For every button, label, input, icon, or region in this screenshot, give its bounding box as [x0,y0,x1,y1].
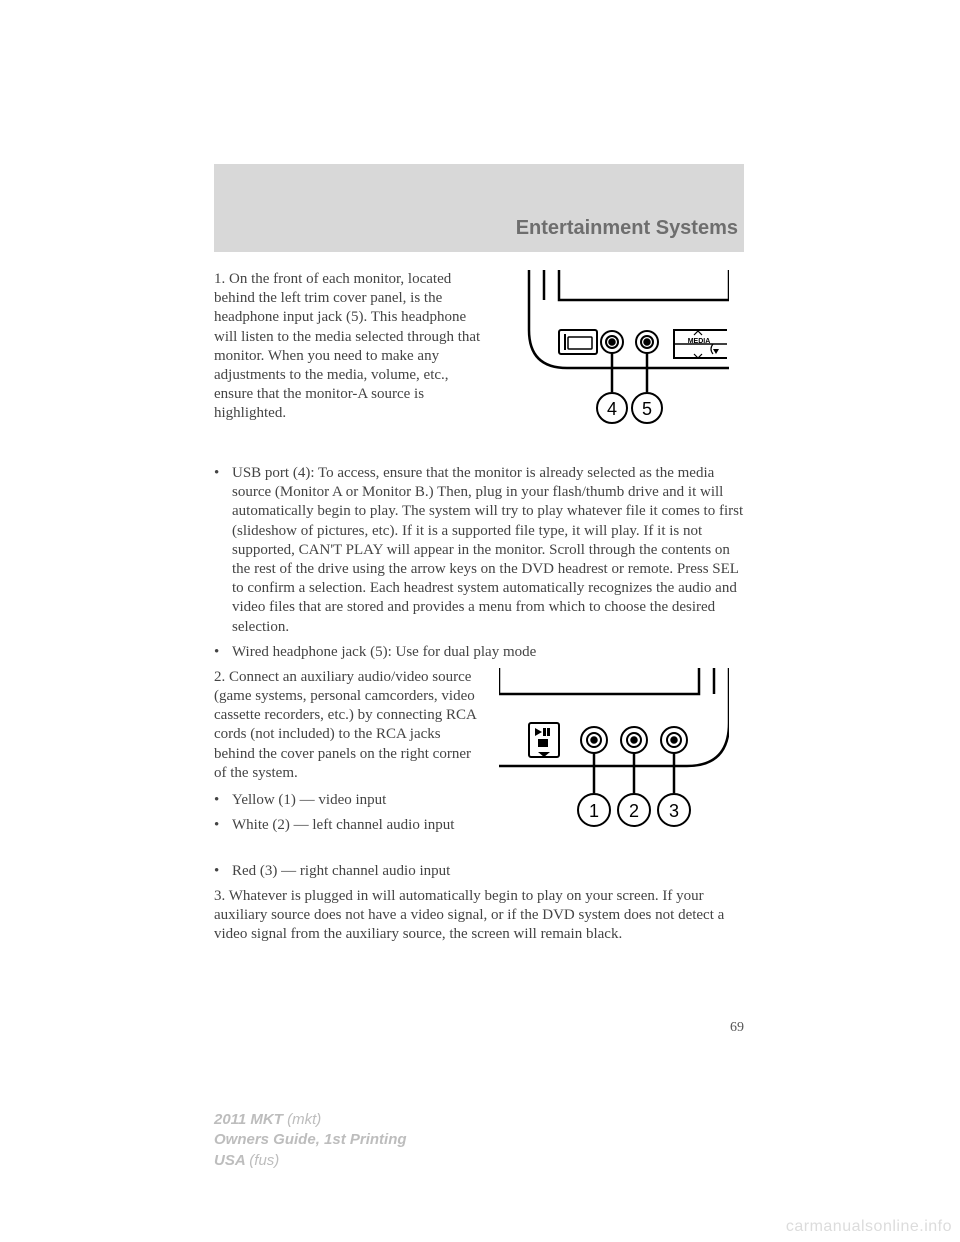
callout-5: 5 [642,399,652,419]
section-title: Entertainment Systems [516,217,744,240]
paragraph-1: 1. On the front of each monitor, located… [214,270,484,424]
footer-line-3: USA (fus) [214,1151,407,1171]
left-column-2: 2. Connect an auxiliary audio/video sour… [214,668,484,842]
bullet-icon [214,643,232,662]
figure-1: MEDIA 4 5 [484,270,744,450]
bullet-text: Yellow (1) — video input [232,791,484,810]
page-content: 1. On the front of each monitor, located… [214,270,744,953]
bullet-text: USB port (4): To access, ensure that the… [232,464,744,637]
bullet-icon [214,816,232,835]
list-item: Wired headphone jack (5): Use for dual p… [214,643,744,662]
footer-region: USA [214,1152,245,1169]
list-item: Red (3) — right channel audio input [214,862,744,881]
bullet-text: Wired headphone jack (5): Use for dual p… [232,643,744,662]
callout-2: 2 [629,801,639,821]
callout-3: 3 [669,801,679,821]
footer-code-2: (fus) [249,1152,279,1169]
callout-4: 4 [607,399,617,419]
paragraph-2: 2. Connect an auxiliary audio/video sour… [214,668,484,783]
bullet-icon [214,791,232,810]
page-number: 69 [214,1020,744,1036]
bullet-icon [214,862,232,881]
header-bar: Entertainment Systems [214,164,744,252]
list-item: White (2) — left channel audio input [214,816,484,835]
block-1: 1. On the front of each monitor, located… [214,270,744,450]
block-2: 2. Connect an auxiliary audio/video sour… [214,668,744,848]
watermark: carmanualsonline.info [786,1218,952,1236]
bullet-icon [214,464,232,637]
bullet-list-2: Yellow (1) — video input White (2) — lef… [214,791,484,835]
bullet-list-1: USB port (4): To access, ensure that the… [214,464,744,662]
footer-code-1: (mkt) [287,1111,321,1128]
figure-2: 1 2 3 [484,668,744,848]
footer-model: 2011 MKT [214,1111,283,1128]
list-item: USB port (4): To access, ensure that the… [214,464,744,637]
bullet-list-3: Red (3) — right channel audio input [214,862,744,881]
media-label: MEDIA [688,338,711,345]
callout-1: 1 [589,801,599,821]
bullet-text: White (2) — left channel audio input [232,816,484,835]
list-item: Yellow (1) — video input [214,791,484,810]
paragraph-3: 3. Whatever is plugged in will automatic… [214,887,744,945]
footer: 2011 MKT (mkt) Owners Guide, 1st Printin… [214,1110,407,1171]
footer-line-2: Owners Guide, 1st Printing [214,1130,407,1150]
footer-line-1: 2011 MKT (mkt) [214,1110,407,1130]
bullet-text: Red (3) — right channel audio input [232,862,744,881]
